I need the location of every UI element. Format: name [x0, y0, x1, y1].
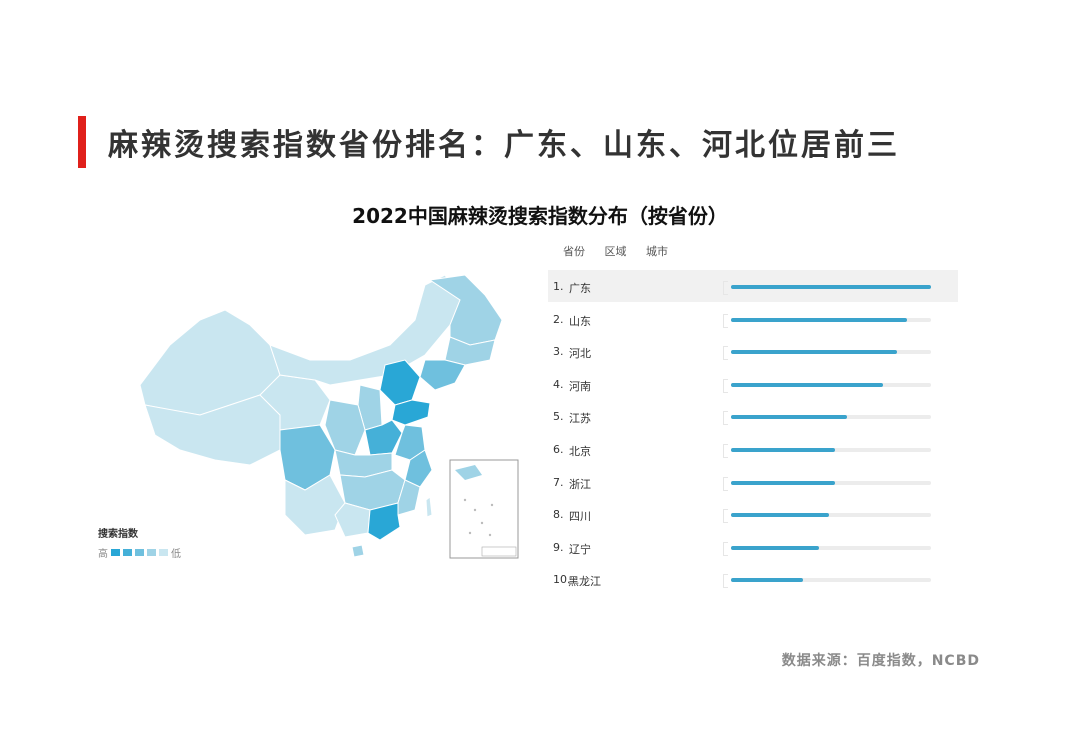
data-source: 数据来源：百度指数，NCBD	[781, 653, 980, 669]
rank-number: 4.	[553, 377, 564, 391]
map-region-hebei[interactable]	[379, 359, 421, 406]
rank-number: 9.	[553, 540, 564, 554]
rank-province-name[interactable]: 山东	[569, 314, 591, 328]
bar-tick	[723, 476, 728, 491]
bar-tick	[723, 541, 728, 556]
map-region-yunnan[interactable]	[284, 474, 346, 536]
map-legend: 搜索指数 高 低	[98, 525, 181, 560]
map-region-fujian[interactable]	[397, 479, 421, 516]
legend-low-label: 低	[171, 549, 181, 560]
rank-number: 3.	[553, 345, 564, 359]
rank-number: 5.	[553, 410, 564, 424]
legend-swatch	[159, 549, 168, 556]
legend-swatch	[147, 549, 156, 556]
rank-number: 8.	[553, 508, 564, 522]
bar-value[interactable]	[731, 415, 847, 420]
tab-city[interactable]: 城市	[646, 245, 668, 258]
bar-tick	[723, 378, 728, 393]
map-region-guangdong[interactable]	[367, 502, 401, 541]
bar-value[interactable]	[731, 578, 803, 583]
bar-value[interactable]	[731, 545, 819, 550]
rank-province-name[interactable]: 河北	[569, 347, 591, 361]
rank-number: 10.	[553, 573, 571, 587]
map-region-hainan[interactable]	[351, 544, 365, 558]
inset-islands-icon	[463, 498, 494, 537]
bar-track	[731, 578, 931, 583]
bar-track	[731, 513, 931, 518]
legend-swatch	[135, 549, 144, 556]
title-accent-bar	[78, 116, 86, 168]
map-region-zhejiang[interactable]	[404, 449, 433, 488]
bar-tick	[723, 346, 728, 361]
map-region-liaoning[interactable]	[419, 359, 466, 391]
china-choropleth-map	[130, 265, 530, 575]
rank-province-name[interactable]: 北京	[569, 445, 591, 458]
bar-value[interactable]	[731, 382, 883, 387]
map-svg	[139, 274, 519, 559]
bar-tick	[723, 574, 728, 589]
rank-province-name[interactable]: 黑龙江	[568, 575, 601, 589]
chart-title: 2022中国麻辣烫搜索指数分布（按省份）	[352, 204, 728, 228]
bar-value[interactable]	[731, 448, 835, 452]
rank-province-name[interactable]: 辽宁	[569, 542, 591, 556]
map-region-guangxi[interactable]	[334, 502, 371, 538]
legend-swatch	[123, 549, 132, 556]
rank-province-name[interactable]: 四川	[569, 510, 591, 524]
bar-tick	[723, 281, 728, 295]
bar-value[interactable]	[731, 350, 897, 355]
page-title: 麻辣烫搜索指数省份排名：广东、山东、河北位居前三	[108, 128, 900, 163]
bar-track	[731, 545, 931, 550]
legend-title: 搜索指数	[98, 529, 138, 540]
inset-coast-icon	[455, 465, 482, 480]
legend-scale: 高 低	[98, 545, 181, 560]
bar-value[interactable]	[731, 513, 829, 518]
map-region-shandong[interactable]	[391, 399, 431, 426]
rank-province-name[interactable]: 广东	[569, 282, 591, 295]
inset-label-box	[481, 546, 517, 557]
legend-high-label: 高	[98, 549, 108, 560]
bar-tick	[723, 411, 728, 426]
rank-province-name[interactable]: 江苏	[569, 412, 591, 426]
tab-region[interactable]: 区域	[604, 245, 627, 258]
map-region-taiwan[interactable]	[425, 496, 433, 518]
legend-swatch	[111, 549, 120, 556]
rank-number: 2.	[553, 312, 564, 326]
bar-tick	[723, 509, 728, 524]
bar-value[interactable]	[731, 317, 907, 322]
bar-value[interactable]	[731, 480, 835, 485]
bar-tick	[723, 444, 728, 458]
rank-number: 1.	[553, 280, 564, 293]
bar-value[interactable]	[731, 285, 931, 289]
tab-province[interactable]: 省份	[563, 245, 585, 258]
rank-number: 6.	[553, 443, 564, 456]
rank-province-name[interactable]: 浙江	[569, 477, 591, 491]
ranking-tabs: 省份 区域 城市	[563, 243, 684, 259]
bar-tick	[723, 313, 728, 328]
rank-province-name[interactable]: 河南	[569, 379, 591, 393]
rank-number: 7.	[553, 475, 564, 489]
